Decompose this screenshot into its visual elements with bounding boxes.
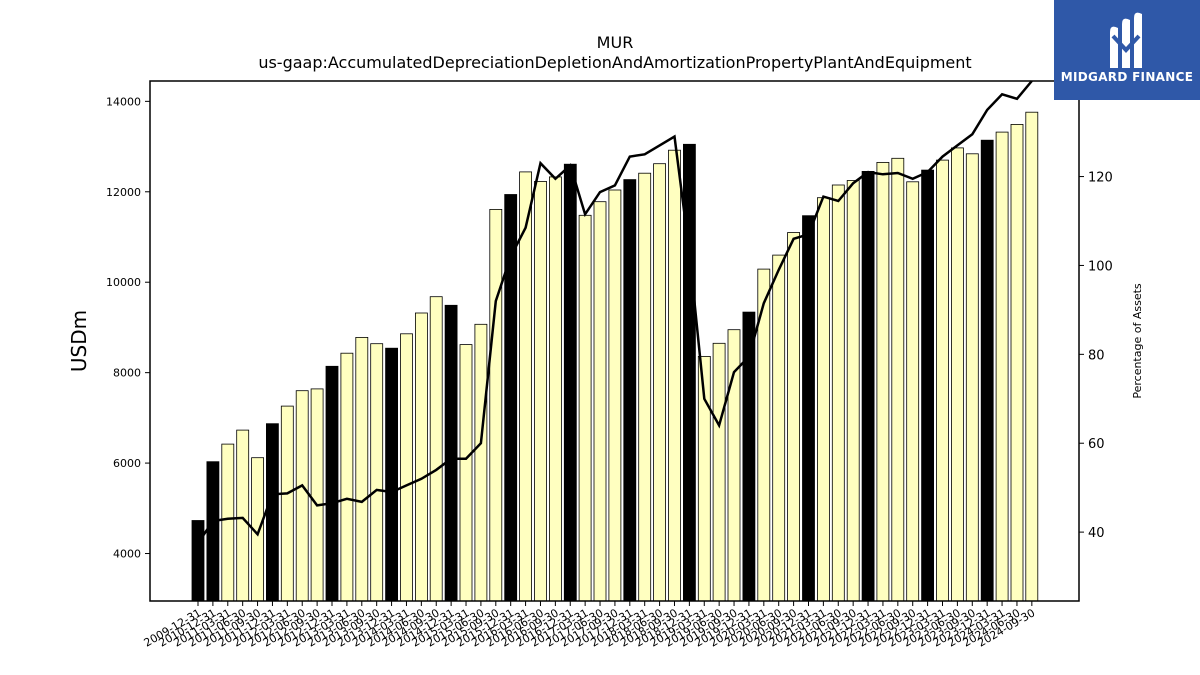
midgard-logo-icon	[1110, 12, 1142, 68]
x-axis-ticks: 2009-12-312010-12-312011-03-312011-06-30…	[142, 601, 1037, 650]
bar-2012-03-31	[280, 405, 294, 602]
chart-subtitle: us-gaap:AccumulatedDepreciationDepletion…	[258, 53, 971, 72]
bar-2016-09-30	[549, 176, 562, 602]
bar-2015-03-31	[459, 344, 473, 602]
bar-2023-09-30	[965, 153, 979, 602]
y-tick-label: 12000	[106, 186, 141, 199]
bar-2009-12-31	[191, 520, 205, 602]
bar-2024-03-31	[995, 131, 1009, 602]
bar-2011-03-31	[221, 443, 235, 602]
logo-text: MIDGARD FINANCE	[1060, 70, 1194, 84]
bar-2023-06-30	[951, 147, 964, 602]
bar-2015-06-30	[474, 323, 488, 602]
right-axis-ticks: 40 60 80 100 120	[1079, 171, 1113, 541]
y2-tick-label: 60	[1088, 437, 1105, 452]
y-tick-label: 4000	[113, 548, 141, 561]
y-tick-label: 14000	[106, 95, 141, 108]
bar-2014-09-30	[429, 296, 443, 602]
bar-2021-12-31	[861, 170, 875, 602]
bar-2013-06-30	[355, 336, 369, 602]
bar-2014-03-31	[400, 333, 413, 602]
bar-2024-09-30	[1025, 111, 1039, 602]
bar-2019-06-30	[712, 342, 726, 602]
bar-2024-06-30	[1010, 124, 1024, 602]
y-tick-label: 8000	[113, 367, 141, 380]
bar-2013-09-30	[370, 343, 384, 602]
bar-2018-03-31	[638, 172, 652, 602]
chart-title: MUR	[597, 33, 634, 52]
line-series	[196, 80, 1033, 544]
y2-tick-label: 100	[1088, 259, 1113, 274]
bar-2013-03-31	[340, 352, 354, 602]
bar-2017-03-31	[578, 214, 592, 602]
bar-2017-09-30	[608, 189, 622, 602]
left-axis-ticks: 4000 6000 8000 10000 12000 14000	[106, 95, 150, 561]
bar-2017-06-30	[593, 201, 607, 602]
bar-2022-03-31	[876, 161, 890, 602]
y2-axis-label: Percentage of Assets	[1131, 283, 1144, 399]
bar-2023-12-31	[980, 139, 994, 602]
bar-2012-09-30	[310, 388, 324, 602]
bar-2012-12-31	[325, 365, 339, 602]
bar-2014-06-30	[414, 312, 428, 602]
bar-2011-06-30	[236, 429, 250, 602]
bar-2018-09-30	[668, 149, 681, 602]
bar-2016-06-30	[534, 180, 547, 602]
y2-tick-label: 80	[1088, 348, 1105, 363]
bar-2020-06-30	[772, 254, 786, 602]
percentage-of-assets-line	[196, 80, 1033, 544]
bar-2021-06-30	[831, 184, 845, 602]
y2-tick-label: 40	[1088, 526, 1105, 541]
bar-2015-09-30	[489, 208, 503, 602]
bar-2021-03-31	[817, 197, 830, 602]
bar-2020-12-31	[802, 215, 815, 602]
y-axis-label: USDm	[67, 310, 91, 372]
bar-2022-12-31	[921, 169, 934, 602]
bar-2022-09-30	[906, 181, 920, 602]
bar-2013-12-31	[385, 347, 399, 602]
bar-2018-06-30	[653, 163, 666, 602]
y2-tick-label: 120	[1088, 171, 1113, 186]
y-tick-label: 6000	[113, 457, 141, 470]
bar-2020-09-30	[787, 232, 800, 602]
bar-2022-06-30	[891, 157, 905, 602]
bar-2023-03-31	[936, 159, 949, 602]
bar-2011-12-31	[265, 423, 279, 602]
bar-2010-12-31	[206, 461, 220, 602]
bar-2012-06-30	[295, 390, 309, 602]
bar-2017-12-31	[623, 179, 637, 602]
midgard-finance-logo: MIDGARD FINANCE	[1054, 0, 1200, 100]
y-tick-label: 10000	[106, 276, 141, 289]
bar-2014-12-31	[444, 304, 458, 602]
bar-2021-09-30	[846, 180, 860, 602]
bar-2016-12-31	[563, 163, 577, 602]
